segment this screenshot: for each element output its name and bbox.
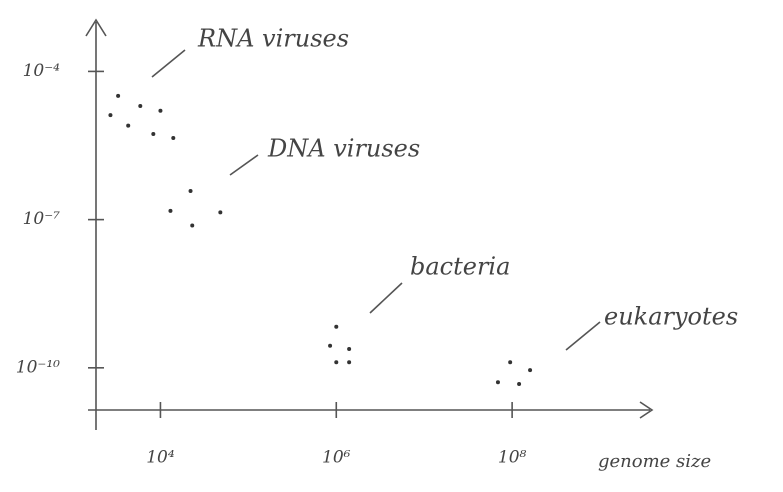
annotation: DNA viruses (267, 135, 420, 163)
point (190, 224, 194, 228)
annotation: bacteria (410, 253, 510, 281)
point (347, 347, 351, 351)
point (517, 382, 521, 386)
point (126, 124, 130, 128)
point (168, 209, 172, 213)
x-tick-label: 10⁶ (322, 448, 351, 468)
point (508, 360, 512, 364)
point (496, 380, 500, 384)
x-tick-label: 10⁴ (146, 448, 175, 468)
x-tick-label: 10⁸ (498, 448, 527, 468)
point (218, 210, 222, 214)
x-axis (88, 402, 652, 418)
leader-line (152, 50, 185, 77)
point (328, 344, 332, 348)
chart: genome size 10⁴ 10⁶ 10⁸ 10⁻⁴ 10⁻⁷ 10⁻¹⁰ RNA vi… (0, 0, 783, 492)
y-tick-label: 10⁻⁴ (23, 61, 61, 81)
point (158, 109, 162, 113)
point (108, 113, 112, 117)
point (138, 104, 142, 108)
leader-line (230, 155, 258, 175)
x-axis-label: genome size (598, 451, 711, 472)
point (171, 136, 175, 140)
y-tick-label: 10⁻⁷ (23, 209, 61, 229)
annotation: RNA viruses (197, 25, 349, 53)
point (189, 189, 193, 193)
point (334, 325, 338, 329)
leader-line (566, 322, 600, 350)
point (347, 360, 351, 364)
leader-line (370, 283, 402, 313)
point (116, 94, 120, 98)
y-tick-label: 10⁻¹⁰ (16, 357, 60, 377)
point (334, 360, 338, 364)
point (151, 132, 155, 136)
point (528, 368, 532, 372)
annotation: eukaryotes (604, 303, 738, 331)
